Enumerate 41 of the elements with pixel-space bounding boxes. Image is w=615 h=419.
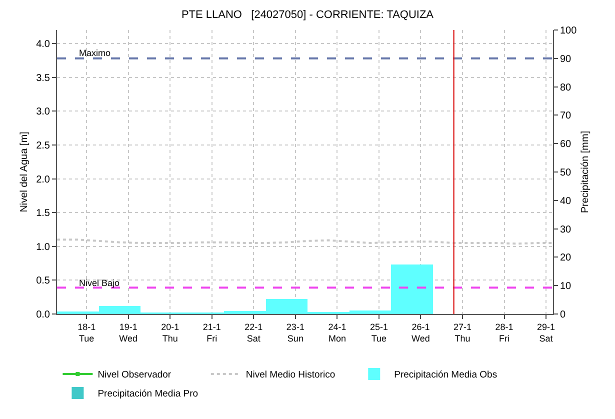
x-tick-label: 20-1 Thu <box>161 322 180 344</box>
x-tick-label: 21-1 Fri <box>202 322 221 344</box>
x-tick-label: 28-1 Fri <box>495 322 514 344</box>
y2-tick-label: 90 <box>560 54 572 65</box>
y2-axis-title: Precipitación [mm] <box>580 130 591 214</box>
y2-tick-label: 40 <box>560 196 572 207</box>
y-tick-label: 2.0 <box>36 174 50 186</box>
y2-tick-label: 0 <box>560 310 566 320</box>
y-tick-label: 3.0 <box>36 106 50 118</box>
ref-line-label: Nivel Bajo <box>79 278 120 288</box>
y-tick-label: 2.5 <box>36 140 50 152</box>
x-tick-label: 22-1 Sat <box>244 322 263 344</box>
x-tick-label: 18-1 Tue <box>78 322 96 344</box>
y2-tick-label: 60 <box>560 139 572 150</box>
y2-tick-label: 70 <box>560 110 572 122</box>
x-tick-label: 27-1 Thu <box>453 322 472 344</box>
x-tick-label: 19-1 Wed <box>119 322 138 344</box>
legend-label: Nivel Observador <box>98 370 172 381</box>
legend-label: Nivel Medio Historico <box>246 370 336 381</box>
x-tick-label: 23-1 Sun <box>286 322 304 344</box>
y-tick-label: 1.5 <box>36 208 50 220</box>
y2-tick-label: 100 <box>560 26 578 36</box>
legend-label: Precipitación Media Obs <box>394 370 498 381</box>
y2-tick-label: 20 <box>560 252 572 264</box>
x-tick-label: 26-1 Wed <box>412 322 430 344</box>
y-tick-label: 3.5 <box>36 72 50 84</box>
y2-tick-label: 10 <box>560 281 572 292</box>
ref-line-label: Maximo <box>79 48 111 58</box>
legend-label: Precipitación Media Pro <box>98 388 198 400</box>
chart-title: PTE LLANO [24027050] - CORRIENTE: TAQUIZA <box>181 9 434 22</box>
y-tick-label: 0.0 <box>36 310 50 320</box>
y2-tick-label: 80 <box>560 82 572 94</box>
x-tick-label: 24-1 Mon <box>328 322 346 344</box>
y2-tick-label: 50 <box>560 168 572 178</box>
x-tick-label: 25-1 Tue <box>370 322 388 344</box>
y-tick-label: 0.5 <box>36 276 50 287</box>
y-tick-label: 4.0 <box>36 39 50 50</box>
y2-tick-label: 30 <box>560 224 572 236</box>
x-tick-label: 29-1 Sat <box>537 322 556 344</box>
y-tick-label: 1.0 <box>36 242 50 253</box>
y-axis-title: Nivel del Agua [m] <box>19 131 30 212</box>
